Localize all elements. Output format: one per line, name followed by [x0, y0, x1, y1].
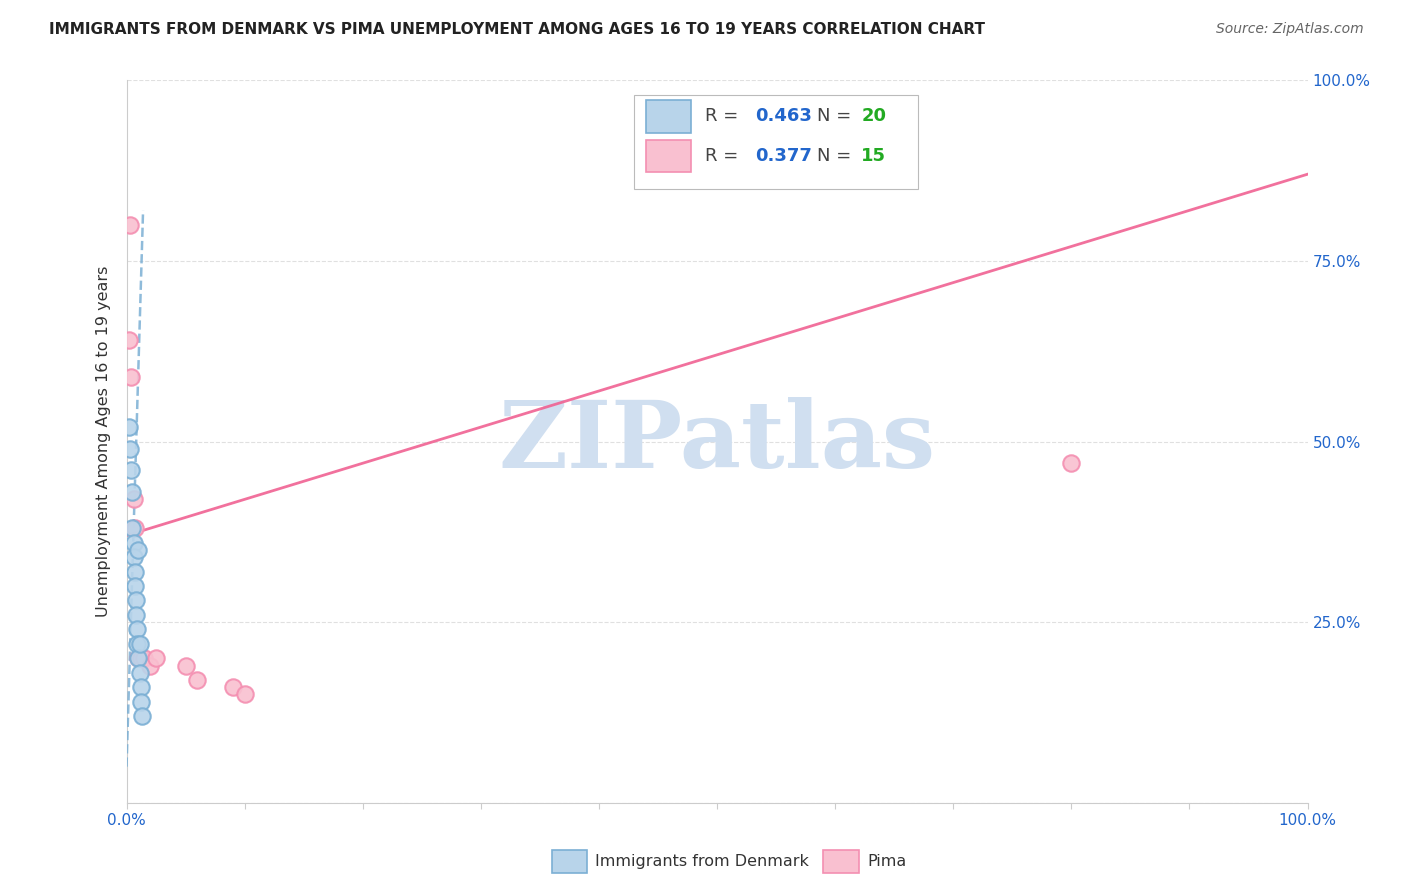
Text: R =: R = [706, 107, 744, 126]
Point [120, 442, 142, 456]
Text: ZIPatlas: ZIPatlas [499, 397, 935, 486]
Text: 20: 20 [860, 107, 886, 126]
Point [121, 521, 143, 535]
Point [120, 369, 142, 384]
Point [128, 665, 150, 680]
Text: Source: ZipAtlas.com: Source: ZipAtlas.com [1216, 22, 1364, 37]
Point [186, 673, 208, 687]
Text: N =: N = [817, 107, 858, 126]
Point [127, 651, 149, 665]
Text: 0.463: 0.463 [755, 107, 811, 126]
Point [222, 680, 245, 694]
Point [128, 637, 150, 651]
Point [129, 695, 152, 709]
Point [1060, 456, 1083, 470]
Text: N =: N = [817, 147, 858, 165]
Point [145, 651, 167, 665]
Point [127, 542, 149, 557]
Point [120, 463, 142, 477]
Point [139, 658, 162, 673]
Point [129, 651, 152, 665]
Point [122, 535, 145, 549]
Point [127, 637, 149, 651]
Point [129, 680, 152, 694]
Text: 0.377: 0.377 [755, 147, 811, 165]
Bar [824, 850, 859, 873]
Y-axis label: Unemployment Among Ages 16 to 19 years: Unemployment Among Ages 16 to 19 years [96, 266, 111, 617]
Point [124, 521, 146, 535]
Text: 15: 15 [860, 147, 886, 165]
Bar [551, 850, 588, 873]
Point [120, 218, 142, 232]
Point [233, 687, 256, 701]
Point [124, 579, 146, 593]
Point [121, 485, 143, 500]
Bar [647, 100, 692, 133]
Point [118, 334, 141, 348]
Point [122, 550, 145, 565]
Point [124, 565, 146, 579]
Bar [647, 140, 692, 172]
Point [127, 623, 149, 637]
Point [174, 658, 197, 673]
Point [131, 709, 153, 723]
Point [134, 651, 156, 665]
FancyBboxPatch shape [634, 95, 918, 189]
Point [122, 492, 145, 507]
Point [127, 651, 149, 665]
Point [118, 420, 141, 434]
Text: IMMIGRANTS FROM DENMARK VS PIMA UNEMPLOYMENT AMONG AGES 16 TO 19 YEARS CORRELATI: IMMIGRANTS FROM DENMARK VS PIMA UNEMPLOY… [49, 22, 986, 37]
Text: Pima: Pima [868, 854, 907, 869]
Point [125, 593, 148, 607]
Text: R =: R = [706, 147, 744, 165]
Point [125, 607, 148, 622]
Text: Immigrants from Denmark: Immigrants from Denmark [595, 854, 810, 869]
